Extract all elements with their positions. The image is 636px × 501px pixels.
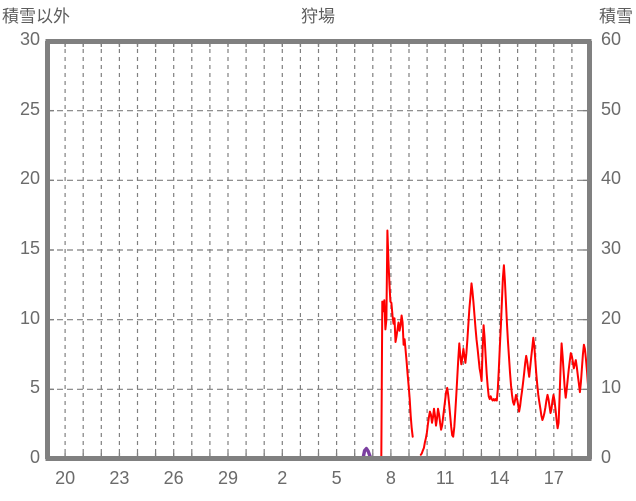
y-axis-tick-label-right: 60 <box>601 29 622 49</box>
x-axis-tick-label: 5 <box>331 468 342 488</box>
x-axis-tick-label: 26 <box>163 468 184 488</box>
x-axis-tick-label: 14 <box>489 468 510 488</box>
gridlines <box>47 41 590 459</box>
y-axis-tick-label-left: 5 <box>29 377 40 398</box>
y-axis-tick-label-left: 20 <box>19 168 40 189</box>
left-axis-title: 積雪以外 <box>2 7 70 26</box>
y-axis-tick-label-left: 25 <box>19 98 40 119</box>
x-axis-tick-label: 23 <box>109 468 130 488</box>
y-axis-tick-label-left: 10 <box>19 307 40 328</box>
right-axis-title: 積雪 <box>599 7 633 26</box>
y-axis-tick-label-right: 50 <box>601 98 622 119</box>
x-axis-tick-label: 17 <box>543 468 564 488</box>
x-axis-tick-label: 2 <box>277 468 288 488</box>
x-axis-tick-label: 20 <box>55 468 76 488</box>
y-axis-tick-label-right: 40 <box>601 168 622 189</box>
y-axis-tick-label-left: 30 <box>19 29 40 49</box>
y-axis-tick-label-left: 0 <box>29 447 40 467</box>
y-axis-tick-label-right: 0 <box>601 447 612 467</box>
x-axis-tick-label: 29 <box>217 468 239 488</box>
series-line <box>419 264 591 456</box>
y-axis-tick-label-right: 20 <box>601 307 622 328</box>
x-axis-tick-label: 8 <box>385 468 396 488</box>
y-axis-tick-label-right: 10 <box>601 377 622 398</box>
y-axis-tick-label-left: 15 <box>19 238 40 258</box>
x-axis-tick-label: 11 <box>435 468 455 488</box>
plot-frame <box>45 39 592 461</box>
chart-title: 狩場 <box>301 7 335 26</box>
y-axis-tick-label-right: 30 <box>601 238 622 258</box>
